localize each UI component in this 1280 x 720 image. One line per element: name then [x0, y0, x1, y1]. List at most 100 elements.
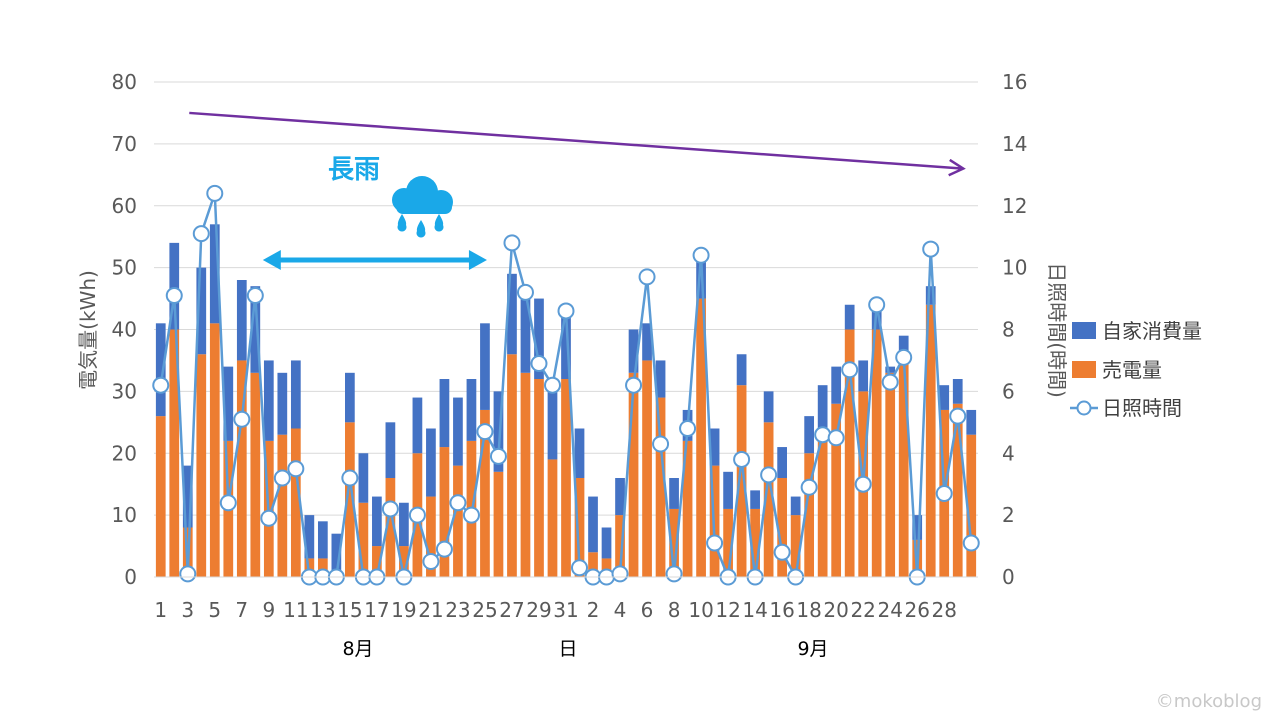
x-tick-label: 7: [235, 598, 248, 622]
sunshine-point: [219, 494, 237, 512]
bar-self: [912, 515, 923, 540]
month-label-sep: 9月: [797, 638, 828, 660]
bar-self: [547, 379, 558, 460]
sunshine-point: [543, 376, 561, 394]
bar-self: [520, 292, 531, 373]
sunshine-point: [152, 376, 170, 394]
sunshine-point: [760, 466, 778, 484]
x-tick-label: 13: [310, 598, 335, 622]
cloud-base: [396, 200, 452, 214]
bar-sell: [209, 323, 220, 577]
bar-self: [952, 379, 963, 404]
bar-self: [182, 465, 193, 528]
rain-label: 長雨: [328, 155, 380, 185]
bar-self: [304, 515, 315, 559]
rain-drop: [397, 214, 407, 232]
bar-sell: [669, 508, 679, 577]
sunshine-point: [408, 506, 426, 524]
bar-self: [358, 453, 369, 503]
sunshine-point: [557, 302, 575, 320]
bar-self: [412, 397, 423, 454]
sunshine-point: [571, 559, 589, 577]
sunshine-point: [854, 475, 872, 493]
y-right-tick-label: 12: [1002, 194, 1027, 218]
bar-sell: [480, 409, 490, 577]
sunshine-point: [246, 286, 264, 304]
bar-self: [534, 298, 544, 379]
y-right-tick-label: 6: [1002, 379, 1015, 403]
bar-sell: [493, 471, 504, 577]
x-tick-label: 22: [850, 598, 875, 622]
bar-self: [507, 273, 517, 355]
bar-sell: [385, 478, 396, 577]
bar-sell: [655, 397, 666, 577]
bar-sell: [453, 465, 463, 577]
sunshine-point: [435, 540, 453, 558]
bar-self: [790, 496, 801, 516]
bar-sell: [871, 329, 882, 577]
sunshine-point: [638, 268, 656, 286]
bar-self: [831, 366, 842, 404]
x-tick-label: 3: [181, 598, 194, 622]
sunshine-point: [206, 184, 224, 202]
sunshine-point: [881, 373, 899, 391]
bar-sell: [196, 354, 207, 577]
bar-sell: [628, 372, 639, 577]
bar-self: [628, 329, 639, 373]
legend-label-self: 自家消費量: [1102, 319, 1202, 343]
y-left-tick-label: 30: [112, 379, 137, 403]
bar-self: [439, 379, 450, 448]
bar-self: [885, 366, 896, 373]
bar-sell: [155, 416, 166, 577]
bar-self: [399, 502, 409, 547]
bar-sell: [358, 502, 369, 577]
bar-self: [817, 385, 828, 435]
bar-self: [736, 354, 747, 386]
bar-self: [426, 428, 436, 497]
x-axis-title: 日: [558, 638, 577, 660]
bar-sell: [277, 434, 288, 577]
bar-self: [844, 304, 855, 330]
bar-self: [588, 496, 598, 553]
bar-sell: [682, 440, 693, 577]
bar-self: [317, 521, 328, 559]
x-tick-label: 27: [499, 598, 524, 622]
bar-self: [277, 372, 288, 435]
x-tick-label: 21: [418, 598, 443, 622]
bar-self: [196, 267, 207, 355]
sunshine-point: [476, 423, 494, 441]
bar-sell: [169, 329, 180, 577]
sunshine-point: [652, 435, 670, 453]
sunshine-point: [733, 450, 751, 468]
trend-arrow-head: [948, 158, 966, 177]
x-tick-label: 12: [715, 598, 740, 622]
x-tick-label: 15: [337, 598, 362, 622]
x-tick-label: 17: [364, 598, 389, 622]
bar-self: [966, 409, 977, 435]
x-tick-label: 14: [742, 598, 767, 622]
bar-sell: [507, 354, 517, 577]
bar-sell: [372, 546, 382, 577]
trend-arrow-line: [189, 111, 964, 170]
sunshine-point: [273, 469, 291, 487]
bar-sell: [844, 329, 855, 577]
sunshine-point: [341, 469, 359, 487]
y-axis-right-title: 日照時間(時間): [1045, 262, 1069, 398]
bar-self: [223, 366, 234, 441]
sunshine-point: [489, 447, 507, 465]
bar-sell: [952, 403, 963, 577]
y-right-tick-label: 8: [1002, 318, 1015, 342]
y-left-tick-label: 40: [112, 318, 137, 342]
sunshine-point: [422, 553, 440, 571]
x-tick-label: 16: [769, 598, 794, 622]
sunshine-point: [260, 509, 278, 527]
sunshine-point: [814, 426, 832, 444]
rain-period-arrow-right-head: [468, 250, 487, 270]
bar-self: [925, 286, 936, 305]
bar-self: [493, 391, 504, 472]
sunshine-point: [962, 534, 980, 552]
bar-sell: [426, 496, 436, 577]
rain-period-arrow-left-head: [262, 250, 281, 270]
bar-sell: [534, 379, 544, 577]
